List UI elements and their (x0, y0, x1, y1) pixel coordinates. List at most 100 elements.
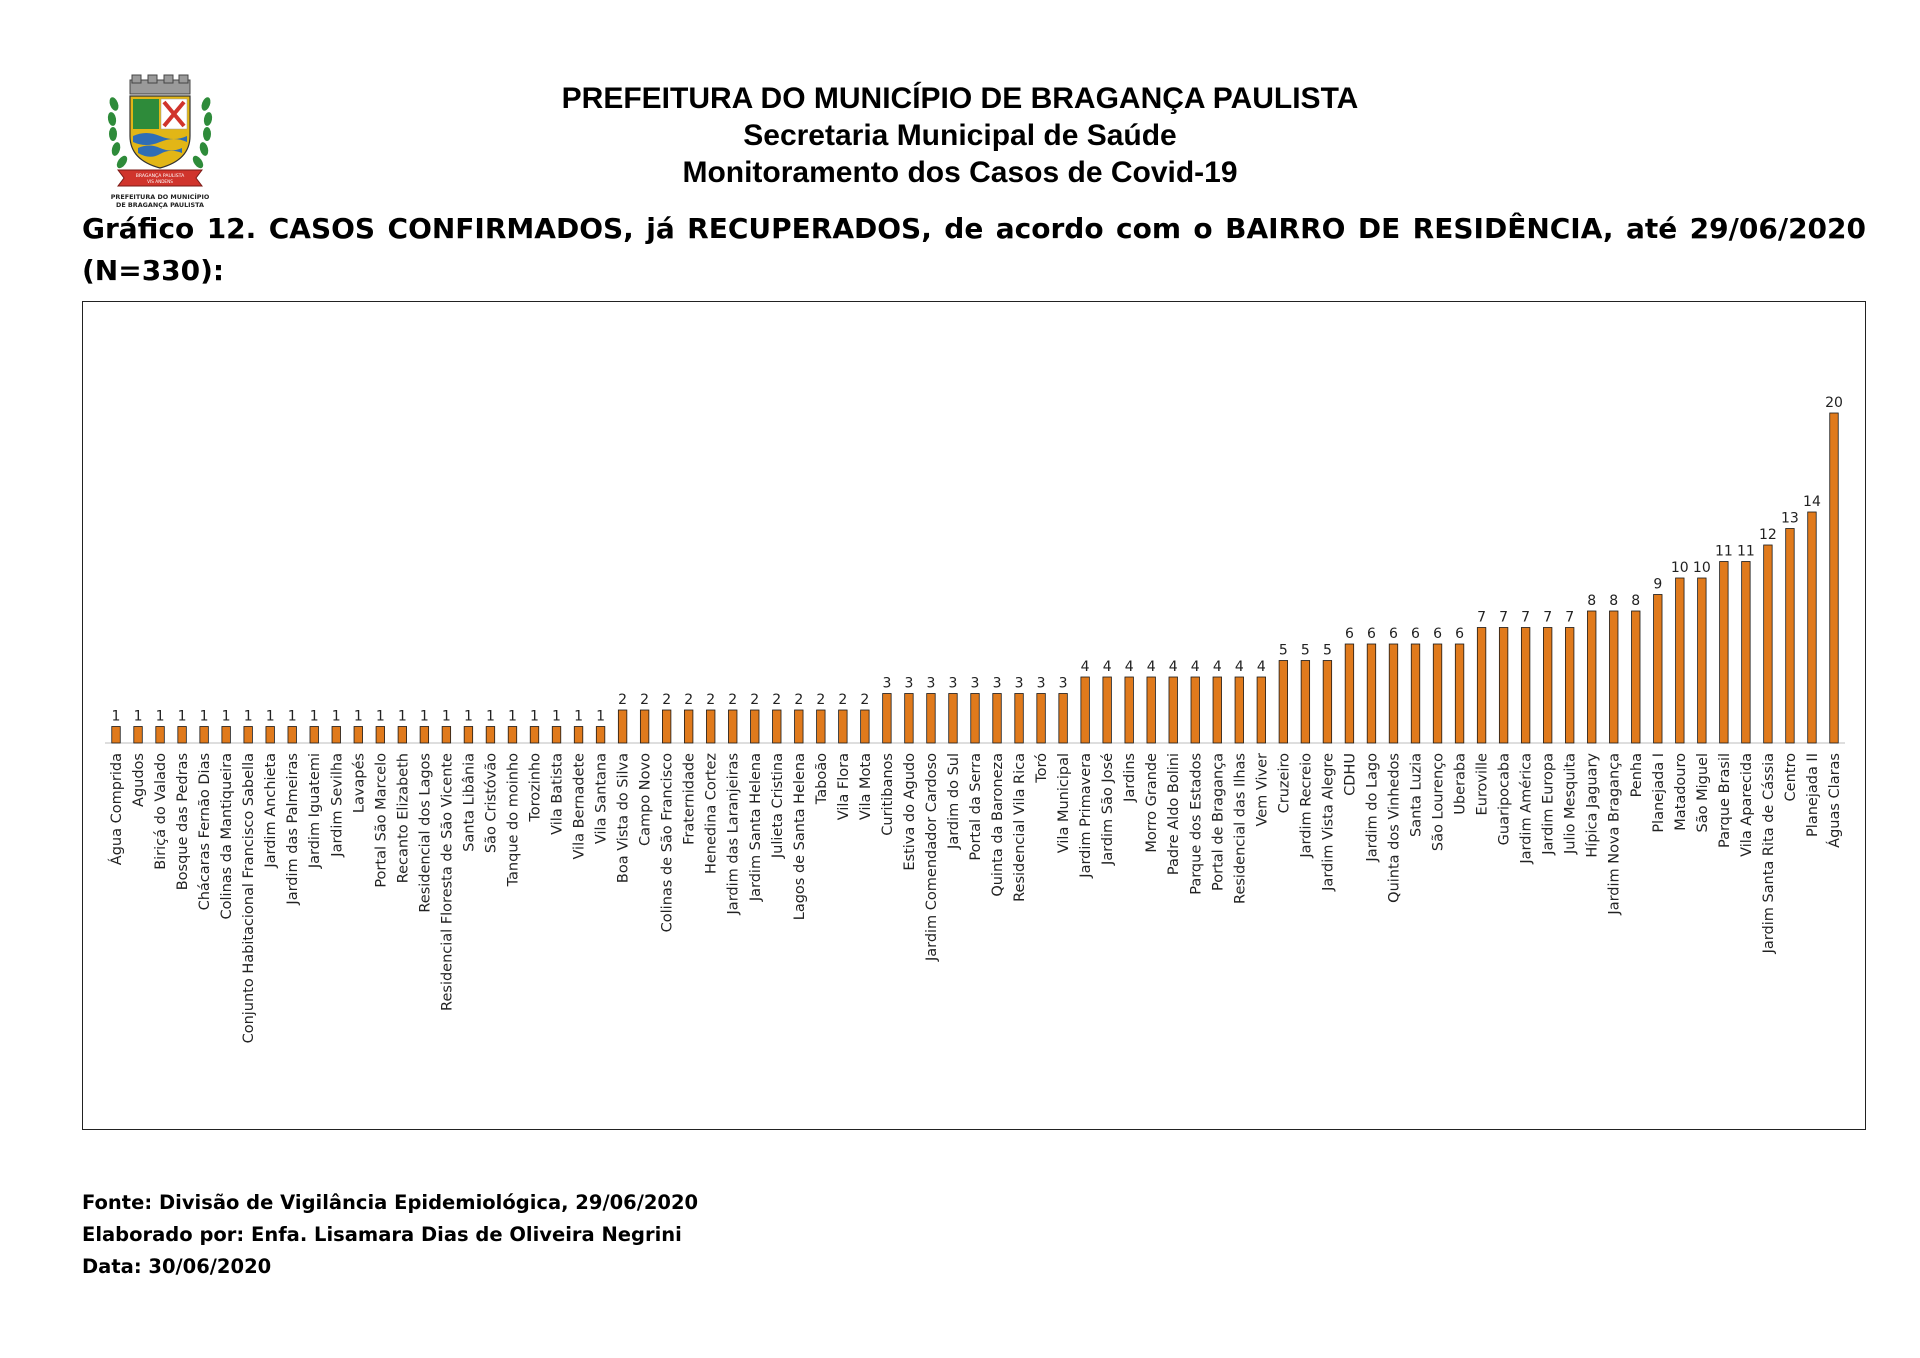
data-label: 3 (926, 676, 935, 692)
category-label: Jardim Nova Bragança (1607, 753, 1623, 916)
data-label: 8 (1587, 593, 1596, 609)
category-label: São Cristóvão (483, 753, 499, 853)
data-label: 6 (1389, 626, 1398, 642)
bar (1322, 660, 1333, 744)
data-label: 1 (552, 709, 561, 725)
bar (573, 726, 584, 744)
category-label: Euroville (1475, 753, 1491, 816)
category-label: CDHU (1342, 753, 1358, 796)
data-label: 4 (1147, 659, 1156, 675)
data-label: 4 (1169, 659, 1178, 675)
data-label: 6 (1433, 626, 1442, 642)
bar (529, 726, 540, 744)
bar (684, 709, 694, 744)
data-label: 7 (1565, 610, 1574, 626)
category-label: Jardim Primavera (1078, 753, 1094, 879)
category-label: Recanto Elizabeth (395, 753, 411, 883)
category-label: Biriçá do Valado (153, 753, 169, 870)
data-label: 1 (332, 709, 341, 725)
data-label: 1 (156, 709, 165, 725)
category-label: Boa Vista do Silva (616, 753, 632, 883)
bar (1058, 693, 1068, 744)
bar (1609, 610, 1619, 744)
category-label: Jardim das Laranjeiras (726, 753, 742, 915)
bar (243, 726, 253, 744)
header-municipality: PREFEITURA DO MUNICÍPIO DE BRAGANÇA PAUL… (561, 82, 1359, 115)
category-label: Torozinho (527, 753, 543, 823)
bar (1631, 610, 1641, 744)
category-label: Fraternidade (682, 753, 698, 845)
category-label: Quinta dos Vinhedos (1386, 753, 1402, 903)
footer-source: Fonte: Divisão de Vigilância Epidemiológ… (82, 1191, 699, 1214)
bar (1697, 577, 1707, 744)
bar (728, 709, 738, 744)
bar (750, 709, 760, 744)
data-label: 4 (1125, 659, 1134, 675)
category-label: Julieta Cristina (770, 753, 786, 859)
ribbon-text-1: BRAGANÇA PAULISTA (136, 173, 185, 179)
bar (265, 726, 275, 744)
data-label: 1 (596, 709, 605, 725)
category-label: Chácaras Fernão Dias (197, 753, 213, 910)
data-label: 3 (882, 676, 891, 692)
bar (309, 726, 319, 744)
bar (1278, 660, 1288, 744)
data-label: 6 (1455, 626, 1464, 642)
bar (1719, 561, 1729, 744)
category-label: Curitibanos (880, 753, 896, 836)
bar (1520, 627, 1531, 744)
bar (1168, 676, 1178, 744)
data-label: 13 (1781, 511, 1799, 527)
category-label: Vila Flora (836, 753, 852, 820)
data-label: 1 (398, 709, 407, 725)
category-label: Tanque do moinho (505, 753, 521, 888)
category-label: Vila Bernadete (572, 753, 588, 860)
bar (882, 693, 892, 744)
category-label: Lavapés (351, 753, 367, 813)
data-label: 5 (1301, 643, 1310, 659)
municipal-coat-of-arms-logo: BRAGANÇA PAULISTA VIS ANDENS PREFEITURA … (107, 74, 213, 209)
data-label: 8 (1609, 593, 1618, 609)
data-label: 1 (442, 709, 451, 725)
bar (904, 693, 914, 744)
category-label: Águas Claras (1826, 753, 1843, 848)
category-label: Portal São Marcelo (373, 753, 389, 888)
data-label: 4 (1081, 659, 1090, 675)
category-label: Jardim Vista Alegre (1320, 753, 1336, 892)
bar (287, 726, 297, 744)
category-label: São Miguel (1695, 753, 1711, 832)
data-label: 1 (486, 709, 495, 725)
data-label: 8 (1631, 593, 1640, 609)
data-label: 2 (684, 692, 693, 708)
bar (1234, 676, 1244, 744)
data-label: 1 (266, 709, 275, 725)
category-label: Planejada I (1651, 753, 1667, 833)
category-label: Vila Santana (594, 753, 610, 844)
data-label: 6 (1345, 626, 1354, 642)
category-label: Julio Mesquita (1563, 753, 1579, 855)
data-label: 1 (508, 709, 517, 725)
data-label: 2 (728, 692, 737, 708)
category-label: Água Comprida (108, 753, 125, 865)
bar (221, 726, 231, 744)
category-label: Padre Aldo Bolini (1166, 753, 1182, 875)
category-label: Conjunto Habitacional Francisco Sabella (241, 753, 257, 1043)
bar (1785, 528, 1795, 744)
logo-caption-1: PREFEITURA DO MUNICÍPIO (111, 192, 210, 201)
chart-frame: 1 Água Comprida 1 Agudos 1 Biriçá do Valado 1 B… (82, 301, 1866, 1130)
data-label: 3 (1059, 676, 1068, 692)
bar (838, 709, 848, 744)
bar (1102, 676, 1112, 744)
data-label: 3 (971, 676, 980, 692)
data-label: 4 (1103, 659, 1112, 675)
chart-title: Gráfico 12. CASOS CONFIRMADOS, já RECUPE… (82, 212, 1866, 287)
category-label: Portal da Serra (968, 753, 984, 861)
data-label: 11 (1715, 544, 1733, 560)
bar (860, 709, 870, 744)
bar (639, 709, 650, 744)
data-label: 1 (530, 709, 539, 725)
data-label: 1 (244, 709, 253, 725)
category-label: Vila Batista (550, 753, 566, 835)
bar (111, 726, 121, 744)
category-label: Vem Viver (1254, 753, 1270, 827)
